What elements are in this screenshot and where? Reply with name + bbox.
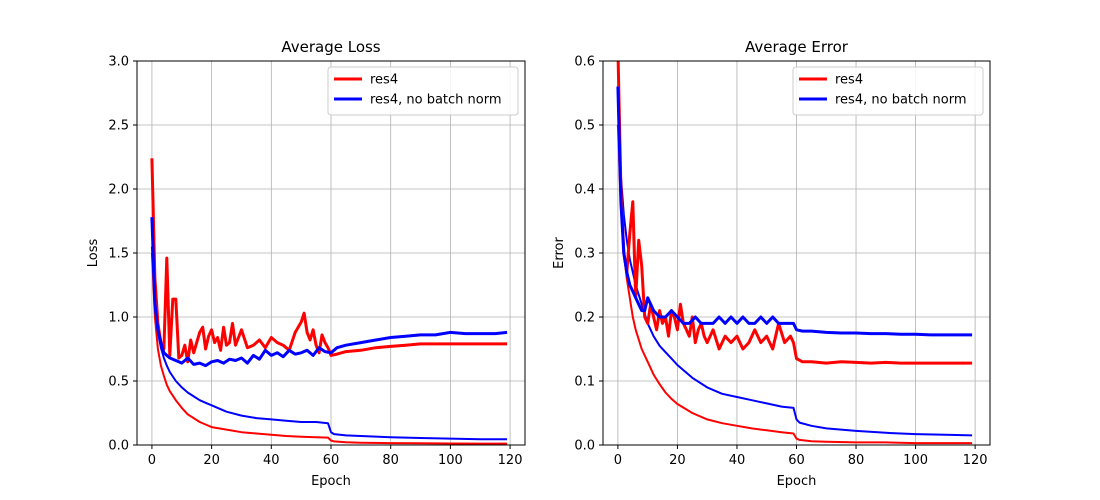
legend-label: res4 — [370, 73, 398, 88]
x-tick-label: 60 — [788, 453, 805, 468]
x-tick-label: 20 — [203, 453, 220, 468]
series-line-validation-res4 — [150, 158, 508, 364]
series-line-validation-no-batch-norm — [150, 217, 508, 368]
x-axis-label: Epoch — [777, 474, 817, 489]
y-axis-label: Error — [552, 237, 567, 269]
x-tick-label: 20 — [669, 453, 686, 468]
x-tick-label: 60 — [323, 453, 340, 468]
y-axis-label: Loss — [86, 239, 101, 268]
y-tick-label: 1.5 — [108, 247, 129, 262]
x-tick-label: 0 — [148, 453, 156, 468]
y-tick-label: 0.1 — [574, 375, 595, 390]
series-line-validation-no-batch-norm — [616, 86, 973, 337]
y-tick-label: 0.0 — [574, 439, 595, 454]
x-tick-label: 80 — [382, 453, 399, 468]
x-tick-label: 40 — [729, 453, 746, 468]
legend: res4 res4, no batch norm — [792, 66, 984, 116]
legend-box — [327, 66, 519, 116]
x-tick-label: 120 — [963, 453, 988, 468]
x-tick-label: 40 — [263, 453, 280, 468]
loss-chart: 0 20 40 60 80 100 120 0.0 0.5 1.0 1.5 2.0 2.5 3.0 Aver… — [86, 38, 526, 489]
chart-title: Average Error — [745, 38, 849, 56]
series-line-training-res4 — [616, 124, 973, 445]
legend: res4 res4, no batch norm — [327, 66, 519, 116]
y-tick-label: 2.0 — [108, 183, 129, 198]
y-tick-label: 3.0 — [108, 55, 129, 70]
x-axis-label: Epoch — [311, 474, 351, 489]
legend-label: res4 — [835, 73, 863, 88]
y-tick-label: 0.6 — [574, 55, 595, 70]
x-tick-label: 120 — [498, 453, 523, 468]
y-tick-label: 0.5 — [108, 375, 129, 390]
x-tick-label: 100 — [438, 453, 463, 468]
y-tick-label: 2.5 — [108, 119, 129, 134]
x-tick-label: 0 — [614, 453, 622, 468]
y-tick-label: 1.0 — [108, 311, 129, 326]
series-line-validation-res4 — [616, 61, 973, 365]
legend-box — [792, 66, 984, 116]
series-line-training-res4 — [150, 252, 508, 445]
y-tick-label: 0.4 — [574, 183, 595, 198]
chart-title: Average Loss — [281, 38, 380, 56]
legend-label: res4, no batch norm — [835, 93, 967, 108]
x-tick-label: 80 — [848, 453, 865, 468]
y-tick-label: 0.5 — [574, 119, 595, 134]
y-tick-label: 0.0 — [108, 439, 129, 454]
y-tick-label: 0.2 — [574, 311, 595, 326]
error-chart: 0 20 40 60 80 100 120 0.0 0.1 0.2 0.3 0.4 0.5 0.6 Aver… — [552, 38, 991, 489]
y-tick-label: 0.3 — [574, 247, 595, 262]
series-line-training-no-batch-norm — [150, 246, 508, 441]
x-tick-label: 100 — [903, 453, 928, 468]
series-line-training-no-batch-norm — [616, 92, 973, 437]
legend-label: res4, no batch norm — [370, 93, 502, 108]
